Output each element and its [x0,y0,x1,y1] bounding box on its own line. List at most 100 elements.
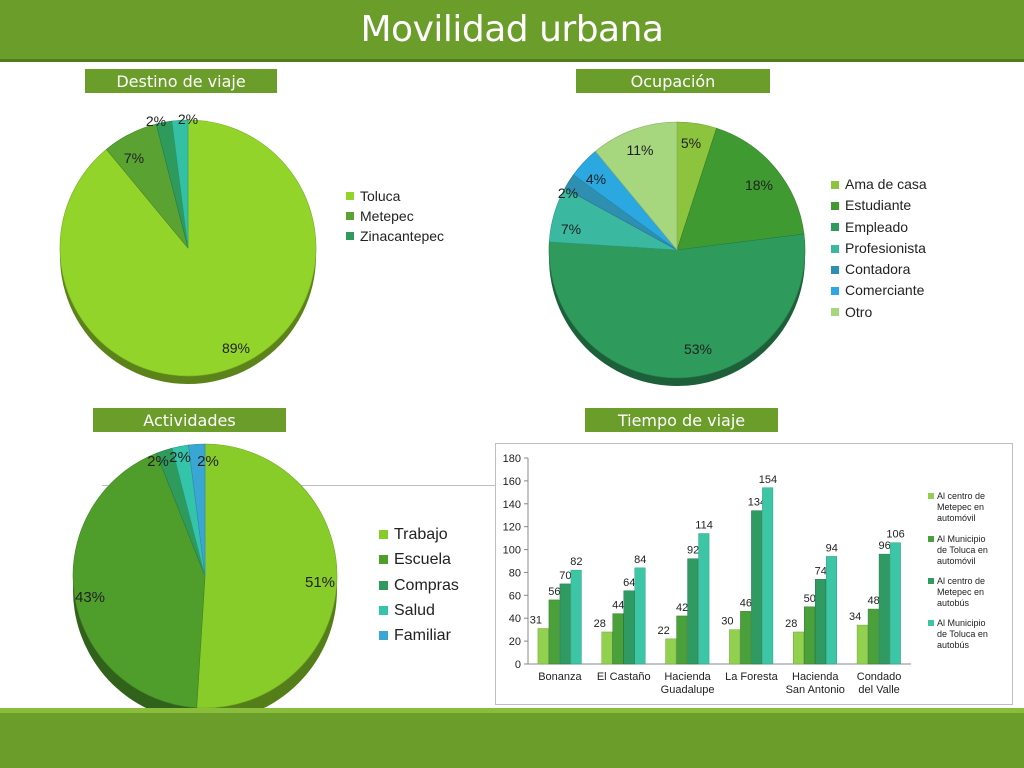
ocupacion-label-comerciante: 4% [586,171,606,187]
actividades-label-familiar: 2% [197,453,219,470]
actividades-label-trabajo: 51% [305,574,335,591]
bar-data-label: 22 [657,625,669,637]
destino-label-zinacantepec: 2% [146,113,166,129]
bar-data-label: 84 [634,554,646,566]
bar-y-tick-label: 100 [503,545,521,557]
bar-category-label: Hacienda Guadalupe [661,671,715,696]
bar-category-label: El Castaño [597,671,651,683]
bar-bonanza-series-1 [537,628,549,665]
bar-el-castano-series-4 [634,567,646,665]
legend-item-profesionista: Profesionista [831,238,927,259]
destino-slice-extra-3 [171,119,189,249]
actividades-label-escuela: 43% [75,589,105,606]
bar-la-foresta-series-2 [740,611,752,665]
ocupacion-label-estudiante: 18% [745,177,773,193]
legend-label: Salud [394,601,435,619]
destino-label-toluca: 89% [222,340,250,356]
bar-legend-item-3: Al centro de Metepec en autobús [928,576,985,608]
bar-data-label: 92 [687,545,699,557]
bar-data-label: 30 [721,616,733,628]
bar-legend-label: Al centro de Metepec en automóvil [937,491,985,523]
legend-label: Zinacantepec [360,228,445,244]
bar-y-tick-label: 140 [503,499,521,511]
bar-data-label: 64 [623,577,635,589]
bar-data-label: 34 [849,611,861,623]
legend-swatch [831,287,839,296]
legend-label: Comerciante [845,282,925,299]
ocupacion-label-profesionista: 7% [561,221,581,237]
bar-legend-swatch [928,578,934,584]
bar-bonanza-series-3 [559,583,571,665]
title-bar: Movilidad urbana [0,0,1024,62]
bar-el-castano-series-3 [623,590,635,665]
bar-condado-del-valle-series-3 [878,553,890,665]
section-label-tiempo: Tiempo de viaje [585,408,778,432]
bar-la-foresta-series-4 [762,487,774,665]
bar-data-label: 28 [594,618,606,630]
bar-data-label: 134 [748,497,766,509]
destino-label-metepec: 7% [124,150,144,166]
bar-condado-del-valle-series-4 [889,542,901,665]
bar-la-foresta-series-3 [751,510,763,665]
section-label-actividades: Actividades [93,408,286,432]
legend-item-contadora: Contadora [831,259,927,280]
legend-label: Compras [394,576,459,594]
bar-data-label: 28 [785,618,797,630]
ocupacion-slice-otro [594,121,678,251]
footer-bar [0,708,1024,768]
ocupacion-label-contadora: 2% [558,185,578,201]
section-label-ocupacion: Ocupación [576,69,770,93]
legend-swatch [831,180,839,189]
bar-data-label: 56 [548,586,560,598]
bar-y-tick-label: 20 [509,636,521,648]
bar-legend-label: Al centro de Metepec en autobús [937,576,985,608]
bar-hacienda-guadalupe-series-4 [698,533,710,665]
legend-label: Contadora [845,261,911,278]
bar-el-castano-series-1 [601,631,613,665]
destino-label-extra-3: 2% [178,111,198,127]
legend-swatch [346,232,354,240]
bar-legend-label: Al Municipio de Toluca en automóvil [937,534,988,566]
bar-category-label: Bonanza [538,671,582,683]
bar-legend-item-2: Al Municipio de Toluca en automóvil [928,534,988,566]
ocupacion-label-otro: 11% [627,142,654,158]
bar-el-castano-series-2 [612,613,624,665]
legend-label: Empleado [845,218,909,235]
legend-swatch [346,212,354,220]
legend-swatch [379,530,388,540]
bar-category-label: La Foresta [725,671,778,683]
bar-la-foresta-series-1 [729,629,741,665]
legend-destino: Toluca Metepec Zinacantepec [346,186,444,246]
bar-y-tick-label: 0 [515,659,521,671]
pie-chart-destino: 89% 7% 2% 2% [59,111,317,384]
bar-category-label: Condado del Valle [857,671,902,696]
legend-swatch [831,244,839,253]
bar-data-label: 94 [826,542,838,554]
legend-ocupacion: Ama de casa Estudiante Empleado Profesionis… [831,174,927,323]
bar-legend-swatch [928,620,934,626]
actividades-slice-trabajo [196,443,338,709]
bar-legend-item-1: Al centro de Metepec en automóvil [928,491,985,523]
bar-data-label: 106 [886,529,904,541]
legend-item-familiar: Familiar [379,623,459,648]
legend-label: Otro [845,303,873,320]
legend-item-escuela: Escuela [379,547,459,572]
bar-y-tick-label: 40 [509,613,521,625]
actividades-slice-escuela [72,452,206,709]
bar-bonanza-series-4 [570,569,582,665]
legend-item-ama-de-casa: Ama de casa [831,174,927,195]
bar-legend-swatch [928,493,934,499]
bar-data-label: 114 [695,520,713,532]
bar-hacienda-guadalupe-series-1 [665,638,677,665]
legend-swatch [831,265,839,274]
legend-item-compras: Compras [379,573,459,598]
legend-label: Metepec [360,208,414,224]
bar-hacienda-san-antonio-series-4 [826,556,837,665]
ocupacion-slice-empleado [548,233,806,379]
bar-data-label: 96 [878,540,890,552]
section-label-destino: Destino de viaje [85,69,277,93]
bar-y-tick-label: 80 [509,567,521,579]
bar-data-label: 154 [759,474,777,486]
pie-chart-actividades: 51%43%2% 2% 2% [72,443,338,722]
bar-legend-item-4: Al Municipio de Toluca en autobús [928,618,988,650]
